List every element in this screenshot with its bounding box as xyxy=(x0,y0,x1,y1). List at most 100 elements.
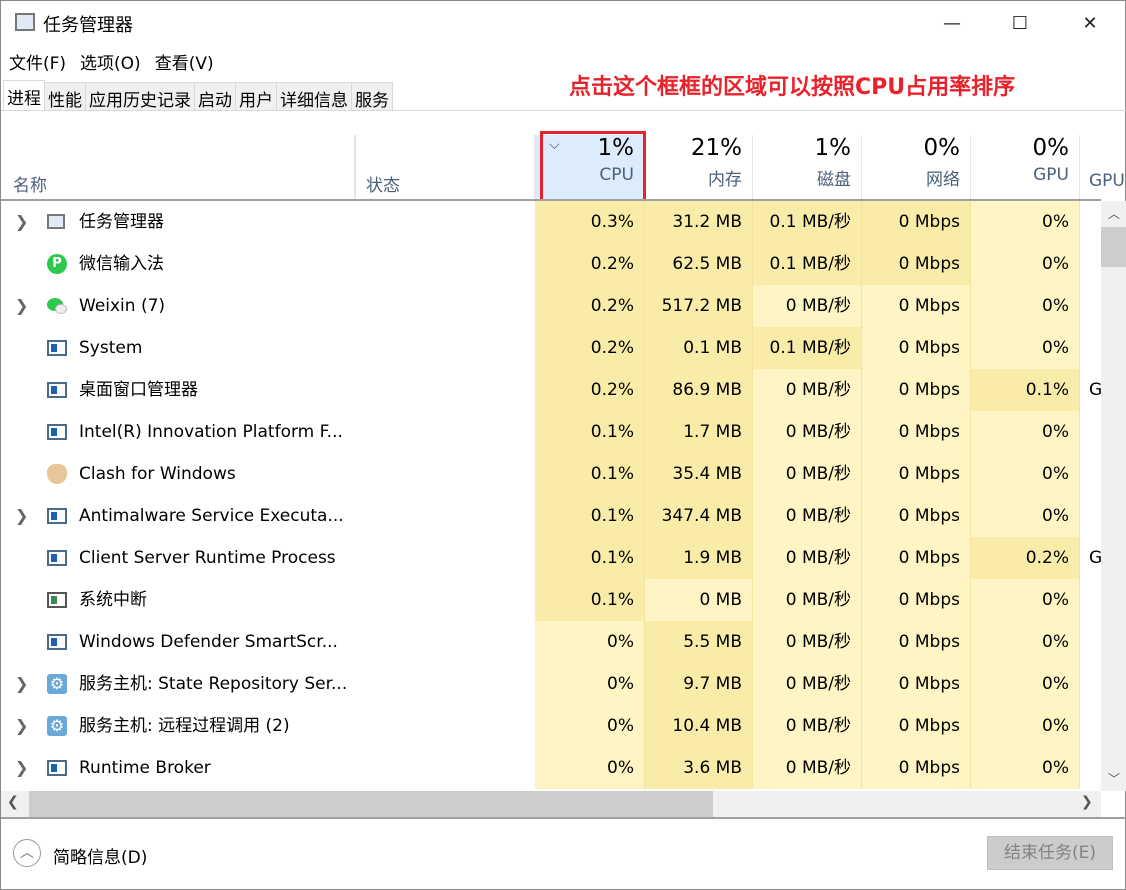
expand-chevron-icon[interactable]: ❯ xyxy=(15,296,29,315)
cell-mem: 3.6 MB xyxy=(645,747,753,789)
cell-mem: 5.5 MB xyxy=(645,621,753,663)
header-status[interactable]: 状态 xyxy=(355,135,535,199)
process-row[interactable]: Intel(R) Innovation Platform F... 0.1% 1.7… xyxy=(1,411,1101,453)
cell-gpu: 0% xyxy=(971,327,1080,369)
process-row[interactable]: System 0.2% 0.1 MB 0.1 MB/秒 0 Mbps 0% xyxy=(1,327,1101,369)
header-cpu[interactable]: ⌵ 1% CPU xyxy=(535,135,645,199)
tab-performance[interactable]: 性能 xyxy=(44,82,86,111)
system-icon xyxy=(47,380,67,400)
menu-options[interactable]: 选项(O) xyxy=(80,54,141,74)
system-icon xyxy=(47,422,67,442)
scroll-right-icon[interactable]: ❯ xyxy=(1081,794,1093,810)
tab-services[interactable]: 服务 xyxy=(351,82,393,111)
process-row[interactable]: ❯ 任务管理器 0.3% 31.2 MB 0.1 MB/秒 0 Mbps 0% xyxy=(1,201,1101,243)
chevron-up-icon[interactable]: ︿ xyxy=(13,839,41,867)
tab-startup[interactable]: 启动 xyxy=(194,82,236,111)
fewer-details-button[interactable]: 简略信息(D) xyxy=(53,848,148,868)
expand-chevron-icon[interactable]: ❯ xyxy=(15,758,29,777)
process-name: Antimalware Service Executa... xyxy=(79,506,344,526)
menu-file[interactable]: 文件(F) xyxy=(9,54,67,74)
header-gpu-engine[interactable]: GPU xyxy=(1089,171,1125,191)
cell-cpu: 0% xyxy=(535,621,645,663)
header-gpu[interactable]: 0% GPU xyxy=(971,135,1080,199)
expand-chevron-icon[interactable]: ❯ xyxy=(15,674,29,693)
task-manager-icon xyxy=(47,212,67,232)
process-row[interactable]: Client Server Runtime Process 0.1% 1.9 MB 0… xyxy=(1,537,1101,579)
cell-gpu: 0% xyxy=(971,243,1080,285)
process-name: 桌面窗口管理器 xyxy=(79,380,198,400)
menu-bar: 文件(F) 选项(O) 查看(V) xyxy=(9,49,214,74)
annotation-text: 点击这个框框的区域可以按照CPU占用率排序 xyxy=(569,75,1016,100)
tab-app-history[interactable]: 应用历史记录 xyxy=(85,82,195,111)
horizontal-scrollbar[interactable]: ❮ ❯ xyxy=(1,791,1101,817)
process-name: Intel(R) Innovation Platform F... xyxy=(79,422,343,442)
maximize-button[interactable]: ☐ xyxy=(1011,12,1029,34)
cell-disk: 0 MB/秒 xyxy=(753,705,862,747)
process-name: 系统中断 xyxy=(79,590,147,610)
cell-net: 0 Mbps xyxy=(862,663,971,705)
tab-divider xyxy=(1,110,1126,111)
cell-cpu: 0.1% xyxy=(535,411,645,453)
cell-mem: 1.7 MB xyxy=(645,411,753,453)
process-row[interactable]: Clash for Windows 0.1% 35.4 MB 0 MB/秒 0 Mbps… xyxy=(1,453,1101,495)
tab-users[interactable]: 用户 xyxy=(235,82,277,111)
system-icon xyxy=(47,548,67,568)
process-row[interactable]: ❯ Runtime Broker 0% 3.6 MB 0 MB/秒 0 Mbps 0% xyxy=(1,747,1101,789)
tab-processes[interactable]: 进程 xyxy=(3,80,45,111)
process-name: 微信输入法 xyxy=(79,254,164,274)
process-row[interactable]: P 微信输入法 0.2% 62.5 MB 0.1 MB/秒 0 Mbps 0% xyxy=(1,243,1101,285)
vertical-scrollbar[interactable]: ︿ ﹀ xyxy=(1101,201,1126,791)
cell-gpu: 0% xyxy=(971,663,1080,705)
process-name: Windows Defender SmartScr... xyxy=(79,632,338,652)
process-row[interactable]: ❯ ⚙ 服务主机: 远程过程调用 (2) 0% 10.4 MB 0 MB/秒 0 Mbps 0… xyxy=(1,705,1101,747)
process-row[interactable]: ❯ Weixin (7) 0.2% 517.2 MB 0 MB/秒 0 Mbps 0% xyxy=(1,285,1101,327)
process-name: Client Server Runtime Process xyxy=(79,548,336,568)
close-button[interactable]: ✕ xyxy=(1082,12,1098,34)
cell-net: 0 Mbps xyxy=(862,243,971,285)
header-name[interactable]: 名称 xyxy=(1,135,355,199)
tab-details[interactable]: 详细信息 xyxy=(276,82,352,111)
cell-net: 0 Mbps xyxy=(862,537,971,579)
cell-gpu: 0% xyxy=(971,453,1080,495)
cell-gpu-engine: G xyxy=(1089,548,1101,568)
expand-chevron-icon[interactable]: ❯ xyxy=(15,212,29,231)
horizontal-scroll-thumb[interactable] xyxy=(29,791,713,817)
process-row[interactable]: ❯ ⚙ 服务主机: State Repository Ser... 0% 9.7 MB 0… xyxy=(1,663,1101,705)
minimize-button[interactable]: — xyxy=(943,12,961,34)
cell-mem: 31.2 MB xyxy=(645,201,753,243)
cell-gpu: 0% xyxy=(971,747,1080,789)
end-task-button[interactable]: 结束任务(E) xyxy=(987,836,1113,870)
scroll-left-icon[interactable]: ❮ xyxy=(7,794,19,810)
process-name: 服务主机: State Repository Ser... xyxy=(79,674,348,694)
expand-chevron-icon[interactable]: ❯ xyxy=(15,506,29,525)
cell-net: 0 Mbps xyxy=(862,453,971,495)
process-row[interactable]: 系统中断 0.1% 0 MB 0 MB/秒 0 Mbps 0% xyxy=(1,579,1101,621)
expand-chevron-icon[interactable]: ❯ xyxy=(15,716,29,735)
scroll-up-icon[interactable]: ︿ xyxy=(1107,207,1120,221)
scroll-down-icon[interactable]: ﹀ xyxy=(1107,772,1120,786)
process-row[interactable]: 桌面窗口管理器 0.2% 86.9 MB 0 MB/秒 0 Mbps 0.1% G xyxy=(1,369,1101,411)
cell-disk: 0 MB/秒 xyxy=(753,537,862,579)
system-icon xyxy=(47,506,67,526)
gear-icon: ⚙ xyxy=(47,716,67,736)
header-disk[interactable]: 1% 磁盘 xyxy=(753,135,862,199)
process-row[interactable]: Windows Defender SmartScr... 0% 5.5 MB 0 MB… xyxy=(1,621,1101,663)
menu-view[interactable]: 查看(V) xyxy=(154,54,214,74)
header-memory[interactable]: 21% 内存 xyxy=(645,135,753,199)
cell-mem: 10.4 MB xyxy=(645,705,753,747)
header-network[interactable]: 0% 网络 xyxy=(862,135,971,199)
vertical-scroll-thumb[interactable] xyxy=(1101,227,1126,267)
clash-icon xyxy=(47,464,67,484)
cell-net: 0 Mbps xyxy=(862,285,971,327)
cell-mem: 1.9 MB xyxy=(645,537,753,579)
cell-disk: 0 MB/秒 xyxy=(753,621,862,663)
system-icon xyxy=(47,338,67,358)
cell-disk: 0 MB/秒 xyxy=(753,285,862,327)
cell-gpu: 0% xyxy=(971,411,1080,453)
gear-icon: ⚙ xyxy=(47,674,67,694)
cell-gpu: 0% xyxy=(971,621,1080,663)
cell-disk: 0 MB/秒 xyxy=(753,663,862,705)
cell-cpu: 0.1% xyxy=(535,453,645,495)
cell-net: 0 Mbps xyxy=(862,411,971,453)
process-row[interactable]: ❯ Antimalware Service Executa... 0.1% 347.4… xyxy=(1,495,1101,537)
